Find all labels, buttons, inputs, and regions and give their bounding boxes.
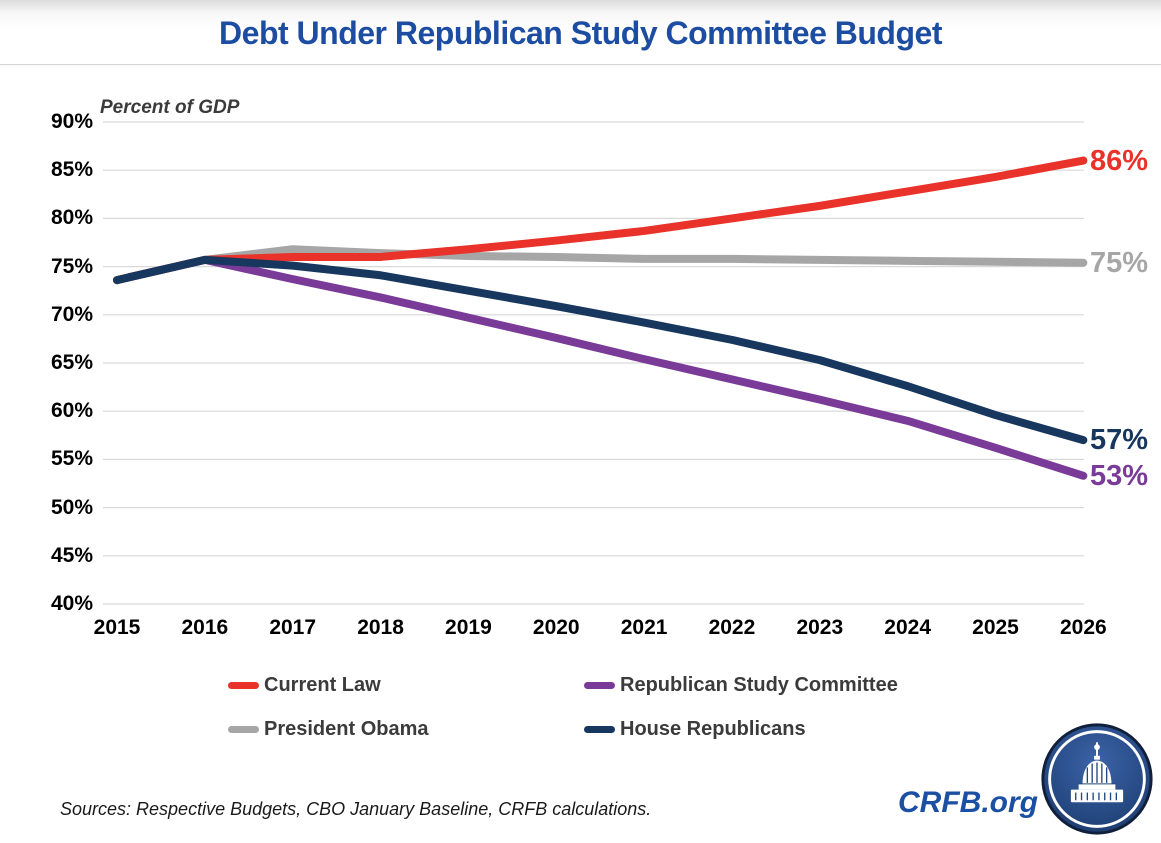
rsc-line-swatch bbox=[584, 681, 615, 689]
x-tick-label: 2018 bbox=[357, 616, 404, 639]
x-tick-label: 2024 bbox=[884, 616, 931, 639]
y-tick-label: 50% bbox=[50, 495, 93, 519]
series-end-label: 53% bbox=[1090, 459, 1149, 492]
sources-note: Sources: Respective Budgets, CBO January… bbox=[60, 799, 652, 819]
crfb-org-label: CRFB.org bbox=[898, 786, 1038, 819]
y-tick-label: 75% bbox=[50, 254, 93, 278]
x-tick-label: 2020 bbox=[532, 616, 580, 639]
y-tick-label: 65% bbox=[50, 351, 93, 374]
chart-header: Debt Under Republican Study Committee Bu… bbox=[0, 0, 1161, 65]
series-end-label: 57% bbox=[1090, 424, 1149, 457]
legend-item-house-republicans: House Republicans bbox=[584, 717, 806, 741]
legend-label: President Obama bbox=[264, 718, 429, 740]
y-tick-label: 90% bbox=[50, 110, 93, 133]
legend-label: Current Law bbox=[264, 674, 381, 696]
legend-item-current-law: Current Law bbox=[228, 673, 381, 697]
page-title: Debt Under Republican Study Committee Bu… bbox=[219, 15, 942, 51]
obama-line-swatch bbox=[228, 725, 259, 733]
y-axis-title: Percent of GDP bbox=[100, 97, 240, 118]
legend-item-republican-study-committee: Republican Study Committee bbox=[584, 673, 898, 697]
x-tick-label: 2026 bbox=[1059, 616, 1107, 639]
series-line-president-obama bbox=[113, 245, 1088, 285]
x-tick-label: 2021 bbox=[620, 616, 668, 639]
y-tick-label: 70% bbox=[50, 302, 93, 326]
crfb-capitol-logo-icon bbox=[1039, 721, 1155, 837]
y-tick-label: 40% bbox=[50, 592, 93, 615]
series-end-label: 86% bbox=[1090, 144, 1149, 177]
series-line-current-law bbox=[113, 156, 1088, 285]
legend-item-president-obama: President Obama bbox=[228, 717, 429, 741]
series-line-house-republicans bbox=[113, 255, 1088, 445]
x-tick-label: 2016 bbox=[181, 616, 229, 639]
house-republicans-line-swatch bbox=[584, 725, 615, 733]
x-tick-label: 2025 bbox=[972, 616, 1019, 639]
x-tick-label: 2022 bbox=[708, 616, 756, 639]
y-tick-label: 55% bbox=[50, 447, 93, 471]
y-tick-label: 45% bbox=[50, 543, 93, 567]
x-tick-label: 2015 bbox=[93, 616, 141, 639]
current-law-line-swatch bbox=[228, 681, 259, 689]
legend-label: Republican Study Committee bbox=[620, 674, 898, 696]
legend-label: House Republicans bbox=[620, 718, 806, 740]
y-tick-label: 85% bbox=[50, 158, 93, 182]
y-tick-label: 80% bbox=[50, 206, 93, 230]
series-end-label: 75% bbox=[1090, 246, 1149, 279]
x-tick-label: 2019 bbox=[445, 616, 492, 639]
x-tick-label: 2023 bbox=[796, 616, 844, 639]
y-tick-label: 60% bbox=[50, 399, 93, 423]
x-tick-label: 2017 bbox=[269, 616, 317, 639]
series-line-republican-study-committee bbox=[113, 255, 1088, 480]
